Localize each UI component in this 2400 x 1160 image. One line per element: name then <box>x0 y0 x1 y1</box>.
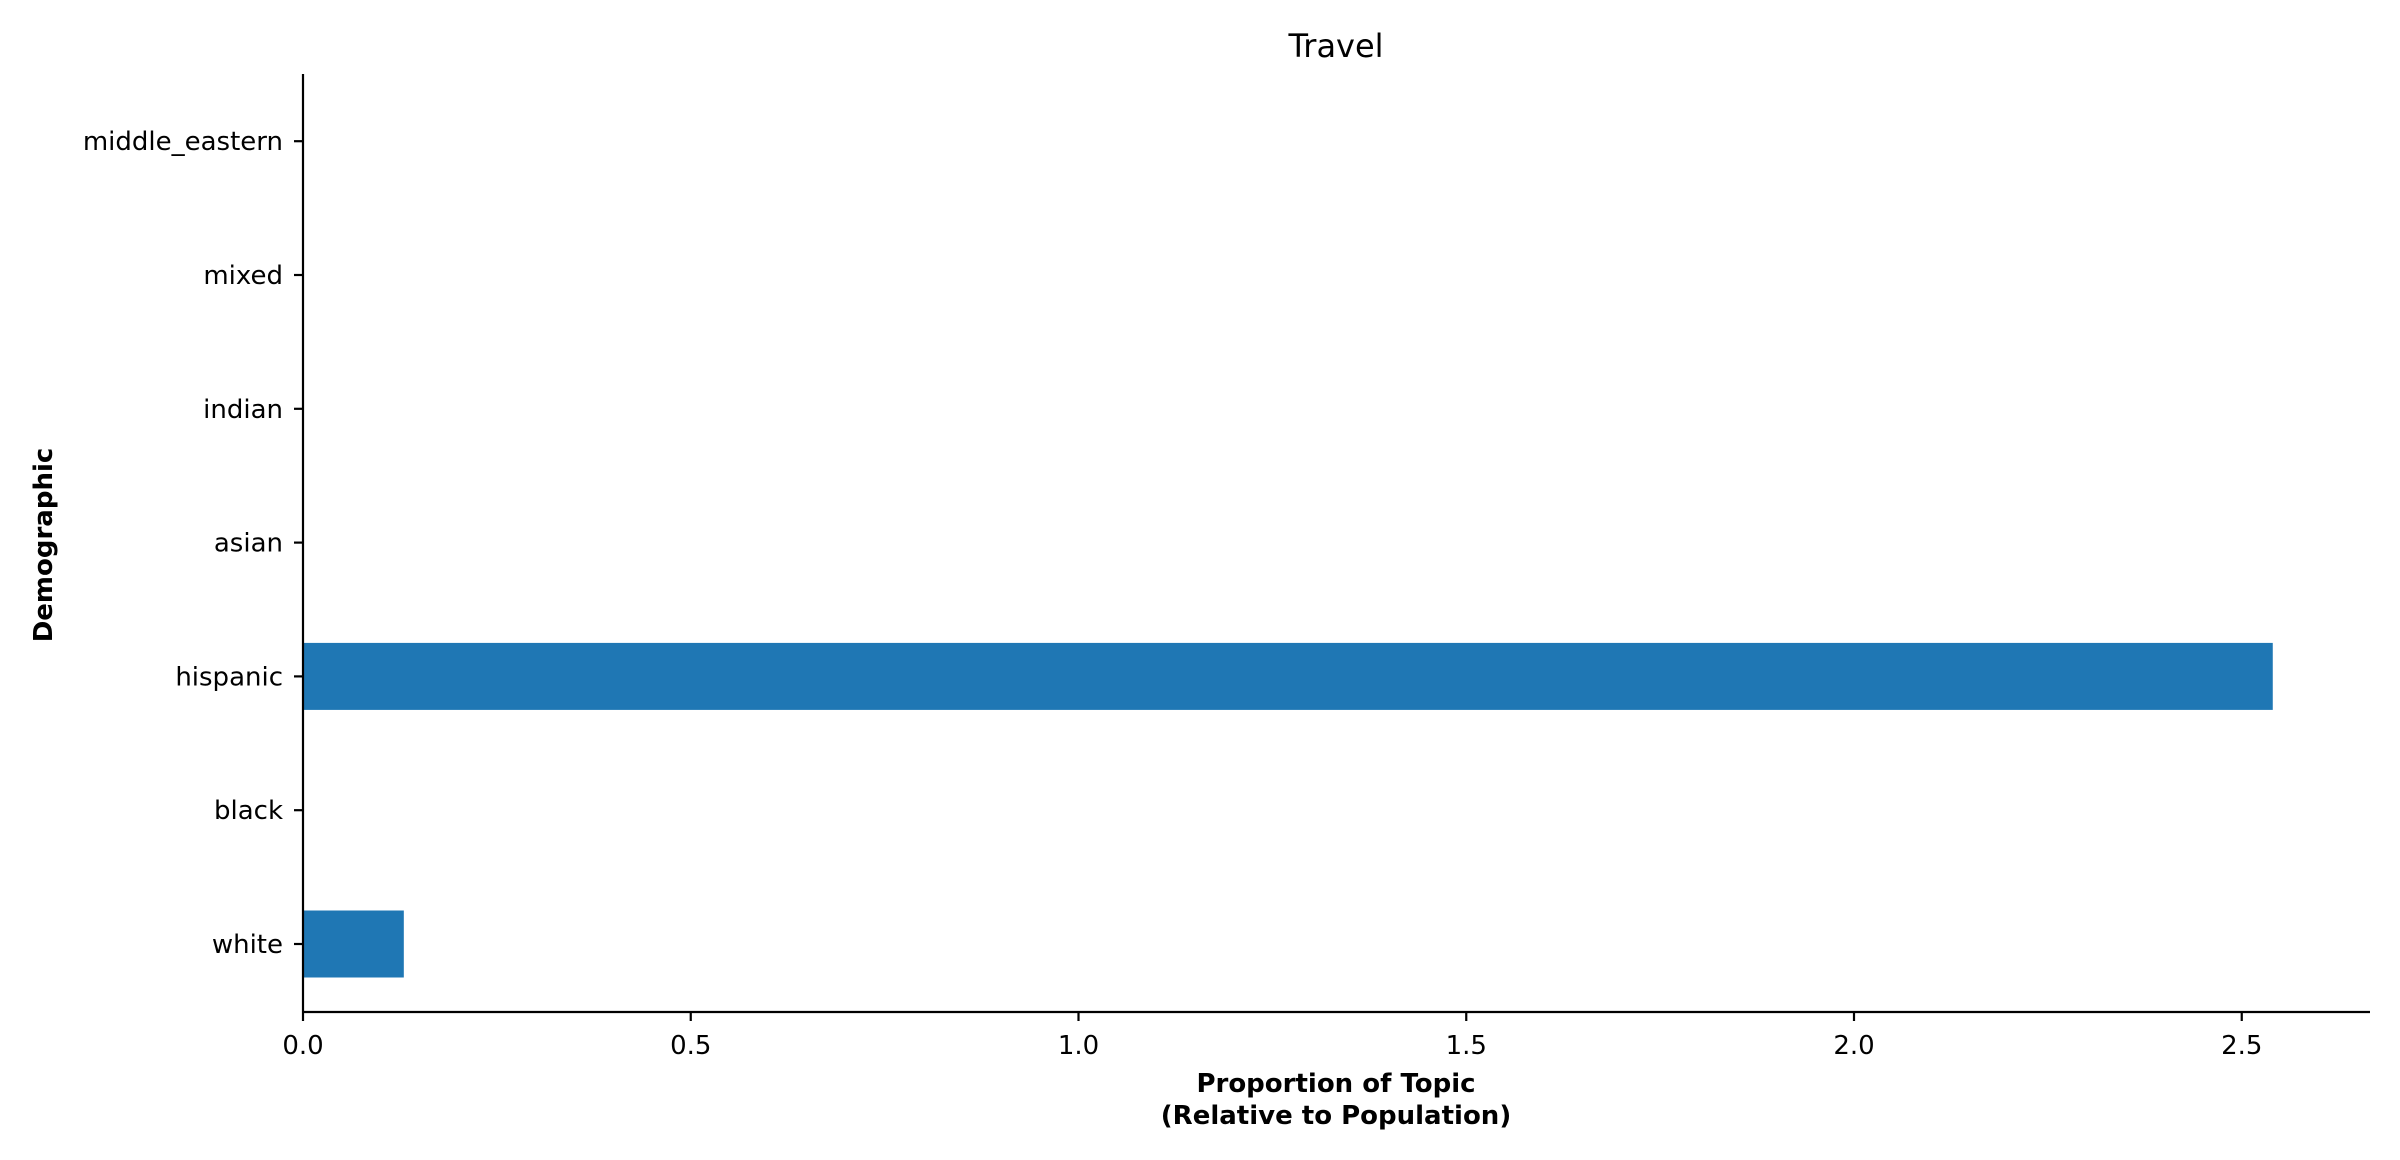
x-tick-label: 1.0 <box>1058 1031 1099 1061</box>
y-tick-label-white: white <box>212 930 283 960</box>
x-axis-label-line1: Proportion of Topic <box>1196 1069 1475 1099</box>
x-tick-label: 0.5 <box>670 1031 711 1061</box>
y-tick-label-black: black <box>214 796 283 826</box>
bar-hispanic <box>303 642 2273 710</box>
x-tick-label: 2.0 <box>1833 1031 1874 1061</box>
x-tick-label: 0.0 <box>282 1031 323 1061</box>
x-tick-label: 2.5 <box>2221 1031 2262 1061</box>
y-tick-label-mixed: mixed <box>203 261 283 291</box>
bars-group <box>303 642 2273 978</box>
x-axis-label-line2: (Relative to Population) <box>1161 1101 1511 1131</box>
x-tick-label: 1.5 <box>1446 1031 1487 1061</box>
y-tick-label-hispanic: hispanic <box>175 662 283 692</box>
bar-white <box>303 910 404 978</box>
y-tick-label-asian: asian <box>214 529 283 559</box>
y-tick-label-indian: indian <box>203 395 283 425</box>
chart-title: Travel <box>1287 27 1383 65</box>
y-axis-ticks: white black hispanic asian indian mixed middle… <box>83 127 303 960</box>
y-axis-label: Demographic <box>29 448 59 643</box>
x-axis-ticks: 0.0 0.5 1.0 1.5 2.0 2.5 <box>282 1012 2262 1061</box>
y-tick-label-middle_eastern: middle_eastern <box>83 127 283 157</box>
